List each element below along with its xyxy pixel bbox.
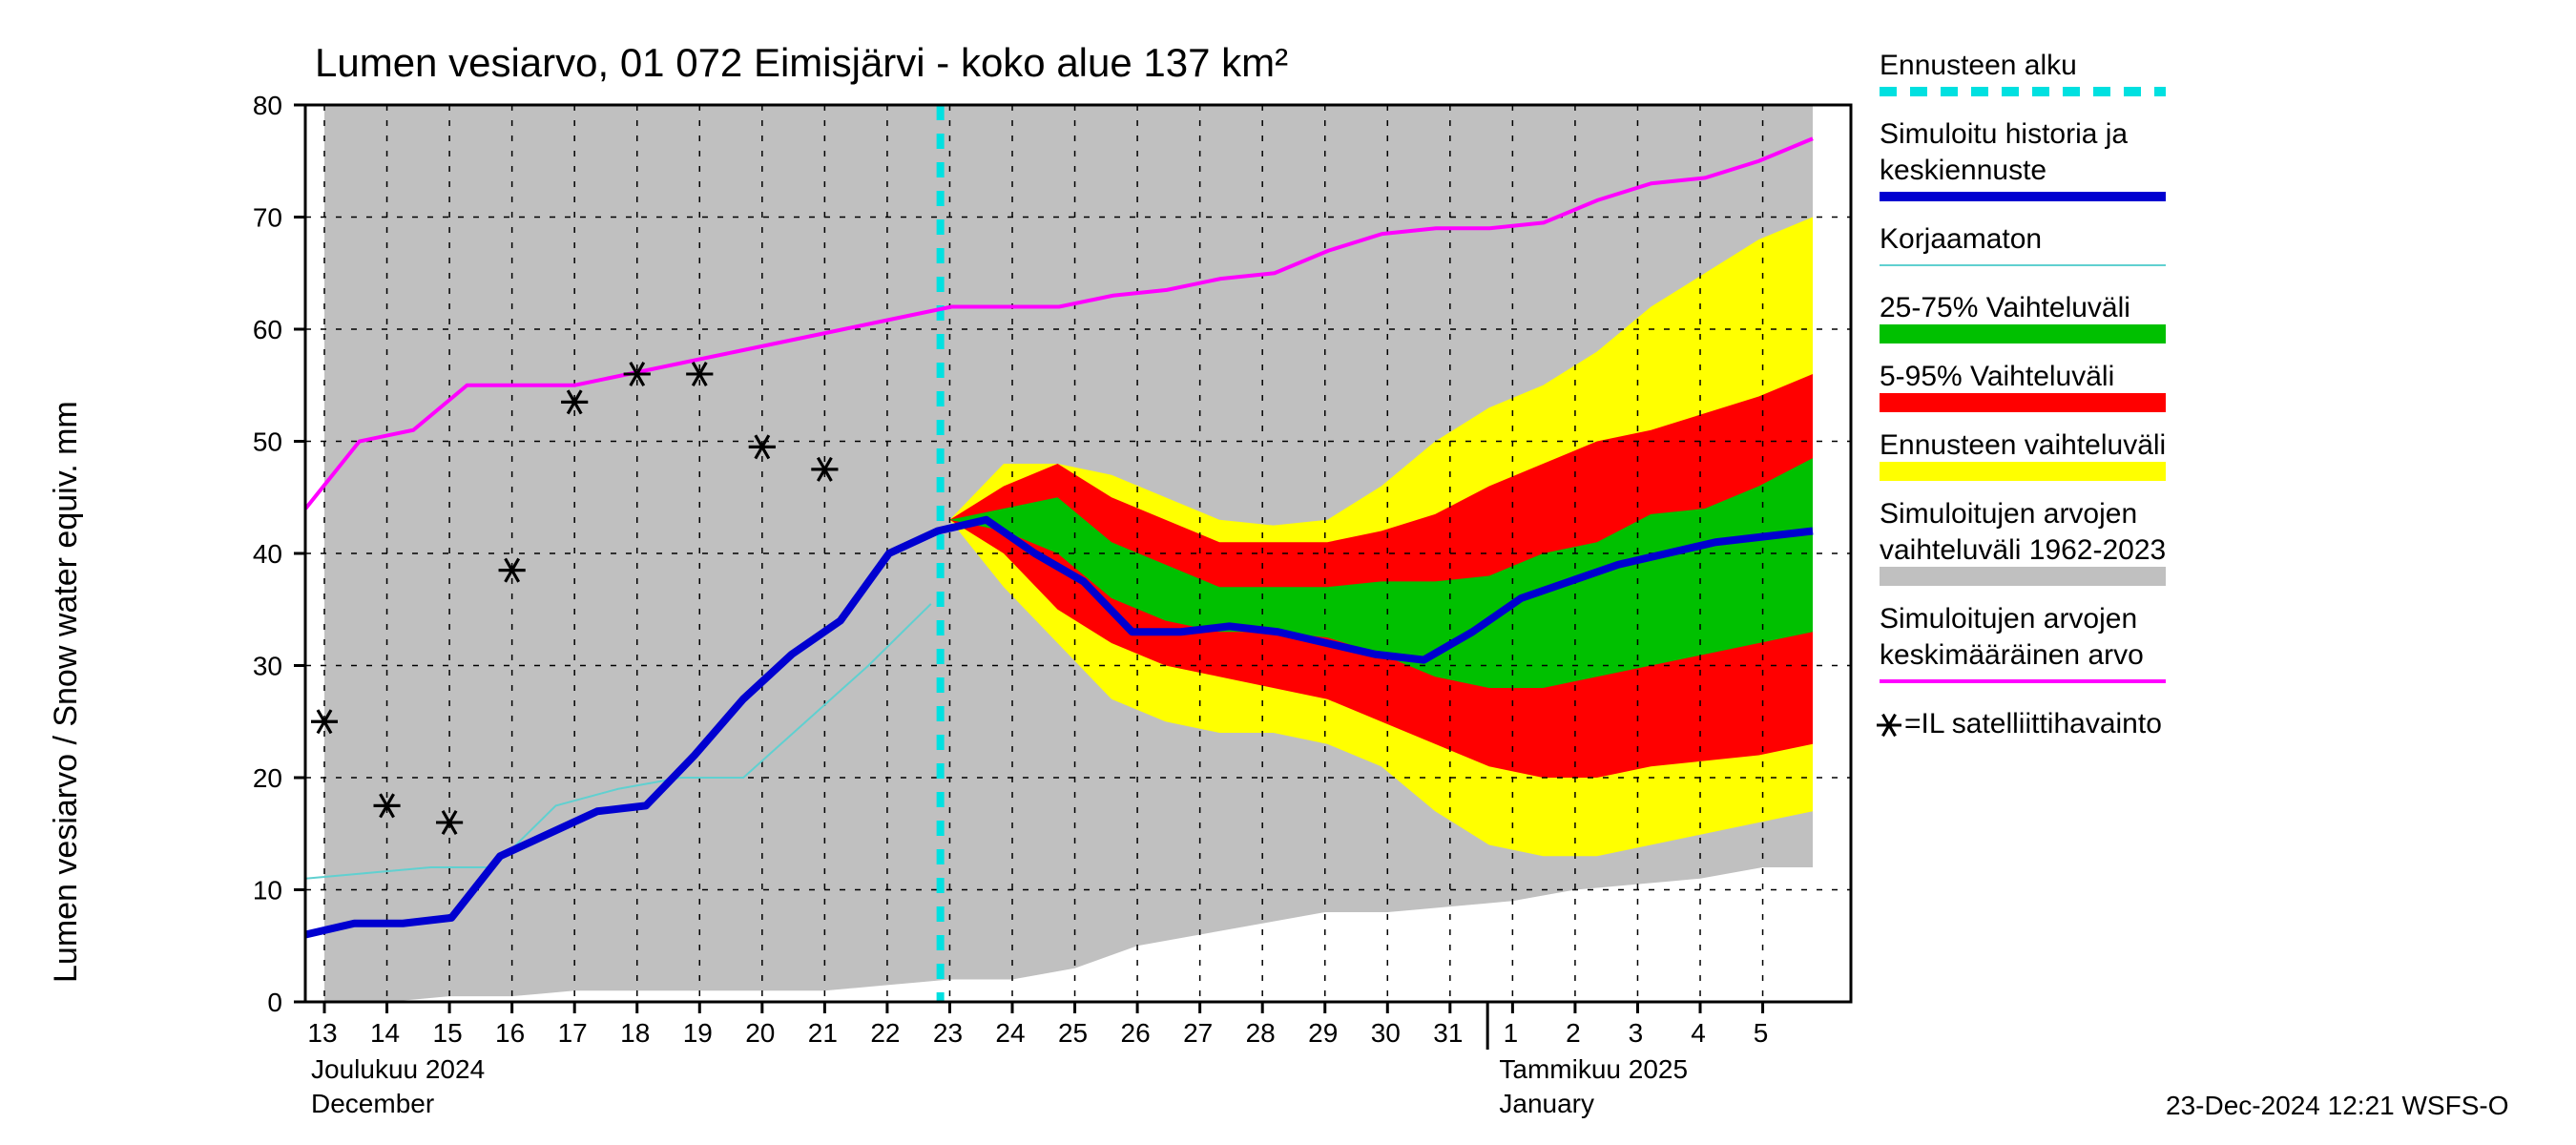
x-tick-label: 23 xyxy=(933,1018,963,1048)
month-label-en: January xyxy=(1499,1089,1594,1118)
x-tick-label: 26 xyxy=(1121,1018,1151,1048)
legend-label: Ennusteen alku xyxy=(1880,50,2077,81)
legend-label: Simuloitujen arvojen xyxy=(1880,498,2137,530)
y-axis-label: Lumen vesiarvo / Snow water equiv. mm xyxy=(48,401,84,983)
footer-timestamp: 23-Dec-2024 12:21 WSFS-O xyxy=(2166,1091,2509,1120)
month-label-en: December xyxy=(311,1089,434,1118)
swe-forecast-chart: 0102030405060708013141516171819202122232… xyxy=(0,0,2576,1145)
y-tick-label: 10 xyxy=(253,876,282,906)
x-tick-label: 20 xyxy=(745,1018,775,1048)
legend-label: =IL satelliittihavainto xyxy=(1904,708,2162,739)
legend-label: 25-75% Vaihteluväli xyxy=(1880,292,2130,323)
legend-swatch xyxy=(1880,462,2166,481)
x-tick-label: 22 xyxy=(870,1018,900,1048)
x-tick-label: 4 xyxy=(1691,1018,1706,1048)
x-tick-label: 18 xyxy=(620,1018,650,1048)
y-tick-label: 20 xyxy=(253,763,282,793)
y-tick-label: 0 xyxy=(267,988,282,1017)
y-tick-label: 40 xyxy=(253,539,282,569)
y-tick-label: 70 xyxy=(253,203,282,233)
x-tick-label: 13 xyxy=(307,1018,337,1048)
legend-label: keskiennuste xyxy=(1880,155,2046,186)
x-tick-label: 1 xyxy=(1504,1018,1519,1048)
legend-label: Ennusteen vaihteluväli xyxy=(1880,429,2166,461)
x-tick-label: 21 xyxy=(808,1018,838,1048)
legend-label: Korjaamaton xyxy=(1880,223,2042,255)
x-tick-label: 2 xyxy=(1566,1018,1581,1048)
x-tick-label: 31 xyxy=(1433,1018,1463,1048)
x-tick-label: 28 xyxy=(1246,1018,1276,1048)
x-tick-label: 15 xyxy=(433,1018,463,1048)
x-tick-label: 19 xyxy=(683,1018,713,1048)
chart-title: Lumen vesiarvo, 01 072 Eimisjärvi - koko… xyxy=(315,40,1288,85)
x-tick-label: 17 xyxy=(558,1018,588,1048)
x-tick-label: 3 xyxy=(1629,1018,1644,1048)
legend-swatch xyxy=(1880,393,2166,412)
x-tick-label: 5 xyxy=(1754,1018,1769,1048)
y-tick-label: 50 xyxy=(253,427,282,457)
x-tick-label: 27 xyxy=(1183,1018,1213,1048)
y-tick-label: 80 xyxy=(253,91,282,120)
x-tick-label: 24 xyxy=(995,1018,1025,1048)
month-label-fi: Joulukuu 2024 xyxy=(311,1054,485,1084)
legend-swatch xyxy=(1880,324,2166,344)
legend-label: Simuloitu historia ja xyxy=(1880,118,2128,150)
x-tick-label: 30 xyxy=(1371,1018,1401,1048)
y-tick-label: 30 xyxy=(253,652,282,681)
legend-label: vaihteluväli 1962-2023 xyxy=(1880,534,2166,566)
legend-label: Simuloitujen arvojen xyxy=(1880,603,2137,635)
legend-swatch xyxy=(1880,567,2166,586)
legend-label: 5-95% Vaihteluväli xyxy=(1880,361,2114,392)
y-tick-label: 60 xyxy=(253,315,282,344)
legend-marker xyxy=(1877,715,1901,737)
x-tick-label: 16 xyxy=(495,1018,525,1048)
x-tick-label: 29 xyxy=(1308,1018,1338,1048)
month-label-fi: Tammikuu 2025 xyxy=(1499,1054,1688,1084)
x-tick-label: 14 xyxy=(370,1018,400,1048)
x-tick-label: 25 xyxy=(1058,1018,1088,1048)
legend-label: keskimääräinen arvo xyxy=(1880,639,2144,671)
